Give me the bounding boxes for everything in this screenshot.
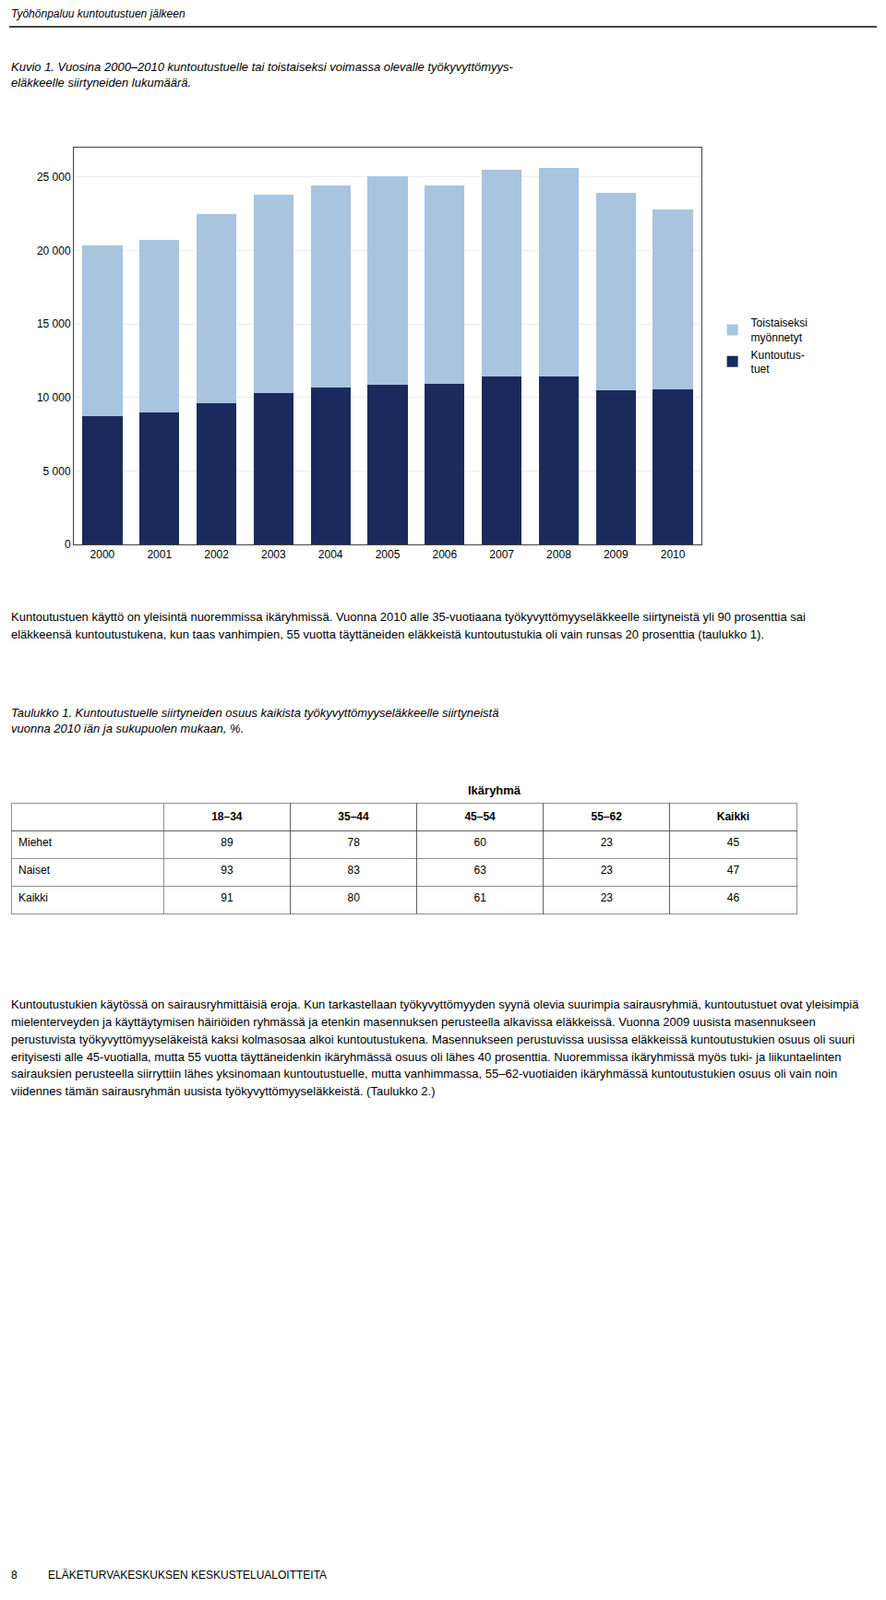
- svg-text:15 000: 15 000: [36, 317, 72, 331]
- html-text:Työhönpaluu kuntoutustuen jälk: Työhönpaluu kuntoutustuen jälkeen: [11, 7, 186, 21]
- html-text:8 ELÄKETURVAKESKUKSEN KESKUSTE: 8 ELÄKETURVAKESKUKSEN KESKUSTELUALOITTEI…: [11, 1568, 327, 1582]
- svg-text:Toistaiseksimyönnetyt: Toistaiseksimyönnetyt: [751, 316, 808, 345]
- svg-text:Kuntoutus-tuet: Kuntoutus-tuet: [751, 348, 805, 377]
- svg-text:2007: 2007: [489, 548, 515, 562]
- svg-text:Taulukko 1. Kuntoutustuelle si: Taulukko 1. Kuntoutustuelle siirtyneiden…: [11, 706, 499, 736]
- svg-text:Miehet: Miehet: [18, 836, 53, 850]
- svg-text:Kuvio 1. Vuosina 2000–2010 kun: Kuvio 1. Vuosina 2000–2010 kuntoutustuel…: [11, 59, 515, 90]
- svg-text:2010: 2010: [660, 548, 686, 562]
- svg-text:55–62: 55–62: [590, 810, 623, 824]
- svg-text:Kaikki: Kaikki: [717, 810, 750, 824]
- svg-text:Kaikki: Kaikki: [18, 891, 48, 905]
- svg-text:2009: 2009: [603, 548, 629, 562]
- svg-text:23: 23: [600, 836, 614, 850]
- svg-text:2006: 2006: [431, 548, 457, 562]
- svg-text:80: 80: [347, 891, 360, 905]
- svg-text:83: 83: [347, 863, 360, 877]
- svg-text:20 000: 20 000: [36, 244, 72, 258]
- svg-text:2001: 2001: [146, 548, 172, 562]
- svg-text:89: 89: [220, 836, 234, 850]
- svg-text:2008: 2008: [546, 548, 572, 562]
- svg-text:2003: 2003: [261, 548, 287, 562]
- svg-text:61: 61: [474, 891, 488, 905]
- svg-text:2000: 2000: [90, 548, 116, 562]
- svg-text:2002: 2002: [203, 548, 229, 562]
- svg-text:5 000: 5 000: [43, 465, 72, 479]
- svg-text:2004: 2004: [318, 548, 344, 562]
- svg-text:2005: 2005: [375, 548, 401, 562]
- svg-text:0: 0: [64, 538, 72, 551]
- svg-text:91: 91: [220, 891, 234, 905]
- svg-text:45: 45: [727, 836, 741, 850]
- svg-text:23: 23: [600, 891, 614, 905]
- svg-text:63: 63: [474, 863, 488, 877]
- svg-text:78: 78: [347, 836, 360, 850]
- svg-text:60: 60: [474, 836, 488, 850]
- svg-text:23: 23: [600, 863, 614, 877]
- html-text:Kuntoutustuen käyttö on yleisi: Kuntoutustuen käyttö on yleisintä nuorem…: [11, 610, 809, 642]
- svg-text:46: 46: [727, 891, 741, 905]
- svg-text:10 000: 10 000: [36, 391, 72, 405]
- html-text:Kuntoutustukien käytössä on sa: Kuntoutustukien käytössä on sairausryhmi…: [11, 997, 863, 1099]
- svg-text:Ikäryhmä: Ikäryhmä: [467, 783, 522, 798]
- svg-text:35–44: 35–44: [337, 810, 370, 824]
- svg-text:93: 93: [220, 863, 234, 877]
- svg-text:47: 47: [727, 863, 741, 877]
- svg-text:Naiset: Naiset: [18, 863, 51, 877]
- svg-text:25 000: 25 000: [36, 170, 72, 184]
- svg-text:45–54: 45–54: [464, 810, 496, 824]
- svg-text:18–34: 18–34: [211, 810, 243, 824]
